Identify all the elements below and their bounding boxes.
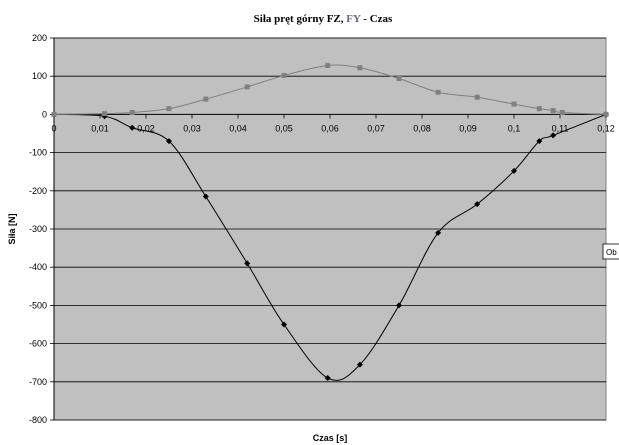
data-point — [51, 111, 57, 117]
x-tick-label: 0 — [51, 123, 56, 133]
x-tick-label: 0,03 — [183, 123, 201, 133]
data-point — [396, 302, 402, 309]
x-tick-label: 0,06 — [321, 123, 339, 133]
x-axis-label: Czas [s] — [313, 433, 348, 443]
x-tick-label: 0,05 — [275, 123, 293, 133]
data-point — [550, 108, 556, 114]
chart-title-part-2: FY — [346, 13, 361, 25]
data-point — [325, 63, 331, 69]
axes — [50, 37, 607, 421]
data-point — [435, 89, 441, 95]
data-point — [474, 94, 480, 100]
legend-text: Ob — [606, 248, 617, 257]
y-tick-label: 200 — [32, 33, 47, 43]
y-tick-label: -800 — [29, 415, 47, 425]
data-point — [203, 96, 209, 102]
data-point — [357, 65, 363, 71]
legend: Ob — [602, 243, 619, 260]
series-2 — [51, 63, 609, 117]
tick-labels: 200 100 0 -100 -200 -300 -400 -500 -600 -700 -800 0… — [29, 33, 615, 425]
y-axis-label: Siła [N] — [7, 213, 17, 244]
x-tick-label: 0,11 — [552, 123, 569, 133]
y-tick-label: -700 — [29, 377, 47, 387]
chart-title-part-3: - Czas — [361, 13, 393, 25]
chart-title-part-1: Siła pręt górny FZ, — [254, 13, 347, 25]
series-1 — [51, 111, 609, 381]
data-point — [603, 111, 609, 117]
data-point — [129, 124, 136, 131]
chart-title: Siła pręt górny FZ, FY - Czas — [254, 13, 393, 25]
data-point — [166, 106, 172, 112]
data-point — [536, 106, 542, 112]
data-point — [244, 260, 251, 267]
data-point — [129, 109, 135, 115]
data-point — [356, 361, 363, 368]
x-tick-label: 0,08 — [413, 123, 431, 133]
data-point — [474, 201, 481, 208]
y-tick-label: 0 — [42, 109, 47, 119]
data-point — [166, 138, 172, 145]
legend-box — [602, 243, 619, 260]
data-point — [202, 193, 209, 200]
x-tick-label: 0,04 — [229, 123, 247, 133]
series-line — [53, 113, 607, 381]
x-tick-label: 0,1 — [508, 123, 521, 133]
x-tick-label: 0,02 — [137, 123, 155, 133]
series-layer — [51, 63, 609, 381]
y-tick-label: -300 — [29, 224, 47, 234]
y-tick-label: -400 — [29, 262, 47, 272]
data-point — [281, 321, 287, 328]
data-point — [511, 101, 517, 107]
x-tick-label: 0,12 — [597, 123, 615, 133]
data-point — [435, 229, 442, 236]
x-tick-label: 0,09 — [459, 123, 477, 133]
x-tick-label: 0,01 — [91, 123, 109, 133]
data-point — [550, 132, 557, 139]
y-tick-label: -200 — [29, 186, 47, 196]
y-tick-label: -600 — [29, 339, 47, 349]
data-point — [281, 72, 287, 78]
x-tick-label: 0,07 — [367, 123, 385, 133]
y-tick-label: -100 — [29, 148, 47, 158]
data-point — [102, 111, 108, 117]
grid-lines — [54, 37, 606, 421]
data-point — [559, 109, 565, 115]
data-point — [244, 84, 250, 90]
data-point — [324, 374, 331, 381]
y-tick-label: 100 — [32, 71, 47, 81]
data-point — [536, 138, 543, 145]
data-point — [396, 75, 402, 81]
y-tick-label: -500 — [29, 300, 47, 310]
data-point — [511, 167, 517, 174]
